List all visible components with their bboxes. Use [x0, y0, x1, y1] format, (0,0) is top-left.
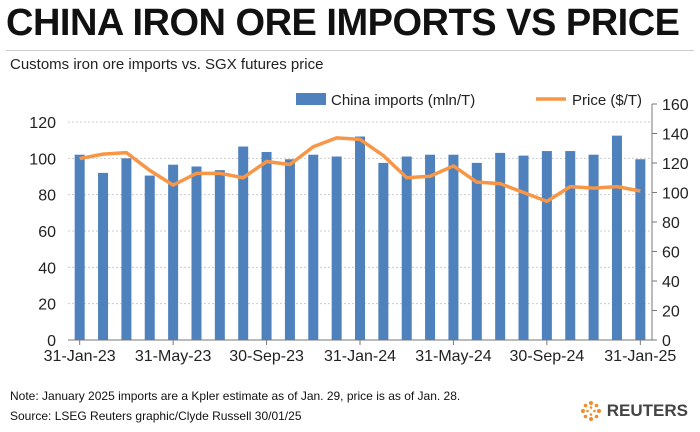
bar — [168, 164, 179, 340]
right-tick-label: 160 — [662, 97, 689, 114]
bar — [191, 166, 202, 340]
right-tick-label: 120 — [662, 156, 689, 173]
chart: 0 20 40 60 80 100 120 0 20 40 60 80 100 120 140 160 31-J… — [29, 92, 689, 365]
left-tick-label: 80 — [38, 188, 56, 205]
chart-subtitle: Customs iron ore imports vs. SGX futures… — [10, 56, 324, 73]
bar — [518, 155, 529, 340]
x-tick-label: 31-Jan-24 — [324, 348, 396, 365]
x-tick-label: 30-Sep-23 — [229, 348, 304, 365]
bar — [144, 175, 155, 340]
x-tick-label: 30-Sep-24 — [510, 348, 585, 365]
bar — [401, 156, 412, 340]
x-tick-label: 31-Jan-23 — [44, 348, 116, 365]
bar — [541, 151, 552, 340]
bar — [238, 146, 249, 340]
bar — [495, 152, 506, 340]
right-tick-label: 20 — [662, 304, 680, 321]
reuters-logo: REUTERS — [580, 400, 688, 422]
left-tick-label: 120 — [29, 115, 56, 132]
note: Note: January 2025 imports are a Kpler e… — [10, 389, 461, 403]
bar — [448, 154, 459, 340]
legend-imports-swatch — [296, 93, 326, 105]
chart-title: CHINA IRON ORE IMPORTS VS PRICE — [6, 2, 680, 44]
reuters-logo-icon — [580, 401, 601, 421]
bar — [588, 154, 599, 340]
left-tick-label: 60 — [38, 224, 56, 241]
bar — [74, 154, 85, 340]
bar — [611, 135, 622, 340]
left-tick-label: 100 — [29, 151, 56, 168]
bar — [565, 151, 576, 340]
x-tick-label: 31-May-23 — [135, 348, 212, 365]
bar — [355, 136, 365, 340]
right-tick-label: 0 — [662, 333, 671, 350]
bar — [214, 170, 225, 340]
bar — [261, 151, 272, 340]
source: Source: LSEG Reuters graphic/Clyde Russe… — [10, 409, 302, 423]
right-tick-label: 140 — [662, 127, 689, 144]
right-tick-label: 60 — [662, 245, 680, 262]
bar — [121, 158, 132, 340]
left-tick-label: 40 — [38, 260, 56, 277]
bar — [378, 162, 389, 340]
legend-imports-label: China imports (mln/T) — [331, 92, 475, 109]
bar — [284, 159, 295, 340]
bar — [425, 154, 436, 340]
title-divider — [6, 50, 694, 51]
bar — [308, 154, 319, 340]
right-tick-label: 80 — [662, 215, 680, 232]
bar — [331, 156, 342, 340]
right-tick-label: 100 — [662, 186, 689, 203]
x-tick-label: 31-May-24 — [415, 348, 492, 365]
left-tick-label: 0 — [47, 333, 56, 350]
x-tick-label: 31-Jan-25 — [604, 348, 676, 365]
left-tick-label: 20 — [38, 297, 56, 314]
bar — [471, 162, 482, 340]
bar — [635, 159, 646, 340]
logo-text: REUTERS — [606, 401, 688, 420]
legend-price-label: Price ($/T) — [572, 92, 642, 109]
bar — [98, 172, 109, 340]
right-tick-label: 40 — [662, 274, 680, 291]
